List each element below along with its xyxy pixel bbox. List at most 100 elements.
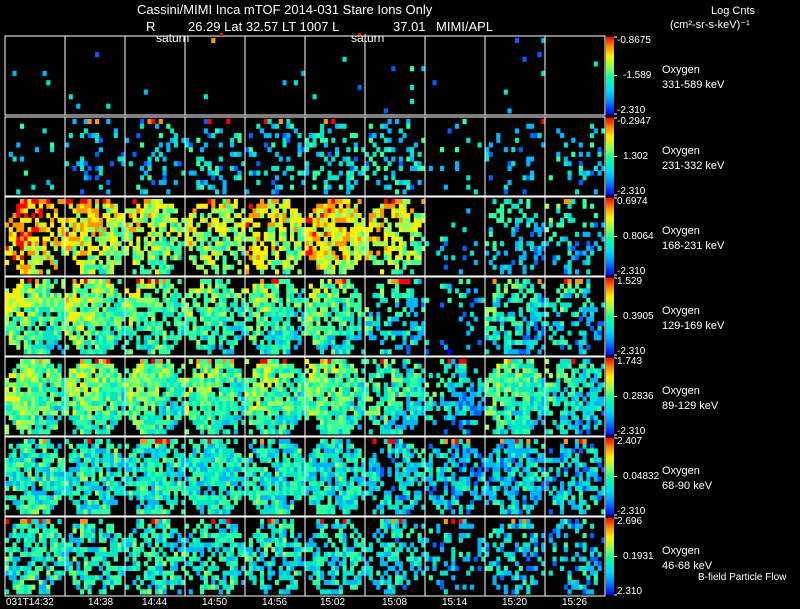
heatmap-cell [537,311,542,317]
heatmap-cell [575,269,580,275]
heatmap-cell [256,344,261,350]
heatmap-cell [83,349,88,355]
heatmap-cell [560,335,565,341]
heatmap-cell [207,377,212,383]
heatmap-cell [473,419,478,426]
heatmap-cell [601,302,606,308]
heatmap-cell [380,415,385,421]
heatmap-cell [391,236,396,242]
heatmap-cell [121,151,126,157]
heatmap-cell [421,199,426,205]
heatmap-cell [237,377,242,383]
heatmap-cell [511,373,516,379]
heatmap-cell [35,396,40,402]
heatmap-cell [136,368,141,374]
heatmap-cell [125,382,130,388]
heatmap-cell [35,147,40,153]
heatmap-cell [136,133,141,139]
heatmap-cell [275,387,280,393]
heatmap-cell [312,288,317,294]
heatmap-cell [267,415,272,421]
heatmap-cell [136,391,141,397]
heatmap-cell [342,415,347,421]
heatmap-cell [263,283,268,289]
heatmap-cell [365,382,370,388]
heatmap-cell [342,283,347,289]
heatmap-cell [533,382,538,388]
heatmap-cell [207,339,212,346]
heatmap-cell [121,377,126,383]
heatmap-cell [275,208,280,214]
heatmap-cell [23,439,28,445]
heatmap-cell [65,382,70,388]
heatmap-cell [203,119,208,125]
heatmap-cell [188,401,193,407]
heatmap-cell [338,424,343,430]
heatmap-cell [316,236,321,242]
heatmap-cell [27,401,32,407]
heatmap-cell [406,401,411,407]
heatmap-cell [218,297,223,303]
heatmap-cell [155,199,160,205]
heatmap-cell [556,373,561,379]
heatmap-cell [158,227,163,233]
heatmap-cell [421,410,426,416]
heatmap-cell [335,377,340,383]
heatmap-cell [87,382,92,388]
heatmap-cell [248,405,253,411]
heatmap-cell [342,156,347,162]
heatmap-cell [578,377,583,383]
heatmap-cell [368,137,373,143]
heatmap-cell [5,424,10,430]
heatmap-cell [511,391,516,397]
heatmap-cell [68,199,73,205]
heatmap-cell [511,382,516,388]
heatmap-cell [27,302,32,308]
heatmap-cell [132,250,137,256]
heatmap-cell [31,311,36,317]
heatmap-cell [413,241,418,247]
heatmap-cell [320,241,325,247]
heatmap-cell [110,227,115,233]
heatmap-cell [320,208,325,214]
heatmap-cell [473,368,478,374]
heatmap-cell [421,165,426,171]
heatmap-cell [342,396,347,402]
heatmap-cell [211,307,216,313]
heatmap-cell [597,405,602,411]
heatmap-cell [323,213,328,219]
heatmap-cell [485,330,490,336]
heatmap-cell [200,236,205,242]
heatmap-cell [121,213,126,219]
heatmap-cell [110,311,115,317]
heatmap-cell [567,424,572,430]
heatmap-cell [496,217,501,223]
heatmap-cell [353,156,358,162]
heatmap-cell [136,208,141,214]
heatmap-cell [76,250,81,256]
heatmap-cell [196,236,201,242]
heatmap-cell [166,269,171,275]
heatmap-cell [308,133,313,139]
heatmap-cell [308,321,313,327]
heatmap-cell [548,175,553,181]
heatmap-cell [218,213,223,219]
heatmap-cell [406,119,411,125]
heatmap-cell [488,391,493,397]
heatmap-cell [151,302,156,308]
heatmap-cell [312,382,317,388]
heatmap-cell [16,236,21,242]
heatmap-cell [338,161,343,167]
heatmap-cell [68,94,73,100]
heatmap-cell [323,142,328,148]
heatmap-cell [338,227,343,233]
heatmap-cell [398,279,403,285]
heatmap-cell [458,382,463,388]
heatmap-cell [357,222,362,228]
heatmap-cell [556,311,561,317]
heatmap-cell [140,250,145,256]
heatmap-cell [42,70,47,76]
heatmap-cell [372,161,377,167]
heatmap-cell [42,457,47,463]
heatmap-cell [31,236,36,242]
